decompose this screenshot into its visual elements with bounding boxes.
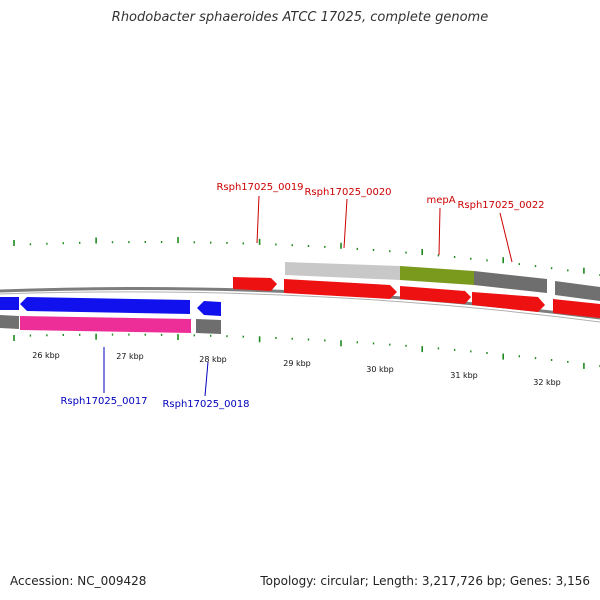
label-leader-line <box>343 198 348 249</box>
gene-label-Rsph17025_0019[interactable]: Rsph17025_0019 <box>216 182 303 193</box>
scale-label: 27 kbp <box>116 352 144 361</box>
reverse-gene-arrow-Rsph17025_0017[interactable] <box>20 297 190 314</box>
forward-gene-arrow[interactable] <box>472 292 545 312</box>
label-leader-line <box>499 212 513 263</box>
forward-gene-arrow[interactable] <box>400 286 471 304</box>
inner-tick-ring <box>13 333 600 369</box>
forward-feature-grey-right[interactable] <box>555 281 600 301</box>
scale-label: 28 kbp <box>199 355 227 364</box>
gene-label-mepA[interactable]: mepA <box>426 195 455 206</box>
outer-tick-ring <box>13 237 600 276</box>
forward-feature-dark-grey[interactable] <box>474 271 547 293</box>
gene-label-Rsph17025_0018[interactable]: Rsph17025_0018 <box>162 399 249 410</box>
topology-label: Topology: circular; Length: 3,217,726 bp… <box>260 574 590 588</box>
scale-label: 31 kbp <box>450 371 478 380</box>
genome-title: Rhodobacter sphaeroides ATCC 17025, comp… <box>111 10 489 25</box>
label-leader-line <box>256 195 260 244</box>
forward-feature-light-grey[interactable] <box>285 262 400 280</box>
forward-gene-arrow[interactable] <box>233 277 277 291</box>
gene-label-Rsph17025_0022[interactable]: Rsph17025_0022 <box>457 200 544 211</box>
scale-label: 29 kbp <box>283 359 311 368</box>
scale-label: 26 kbp <box>32 351 60 360</box>
gene-label-Rsph17025_0017[interactable]: Rsph17025_0017 <box>60 396 147 407</box>
reverse-feature-grey[interactable] <box>0 315 19 329</box>
label-leader-line <box>438 207 441 256</box>
forward-gene-arrow[interactable] <box>553 299 600 318</box>
reverse-gene-arrow-Rsph17025_0018[interactable] <box>197 301 221 316</box>
Rsph17025_0017-feature-pink[interactable] <box>20 316 191 333</box>
forward-gene-arrow[interactable] <box>284 279 397 299</box>
scale-label: 30 kbp <box>366 365 394 374</box>
reverse-feature-grey-right[interactable] <box>196 319 221 334</box>
backbone-inner-line <box>0 291 600 323</box>
label-leader-line <box>204 361 209 397</box>
accession-label: Accession: NC_009428 <box>10 574 147 588</box>
gene-label-Rsph17025_0020[interactable]: Rsph17025_0020 <box>304 187 391 198</box>
scale-label: 32 kbp <box>533 378 561 387</box>
mepA-feature-green[interactable] <box>400 266 474 285</box>
reverse-gene-arrow[interactable] <box>0 297 19 310</box>
